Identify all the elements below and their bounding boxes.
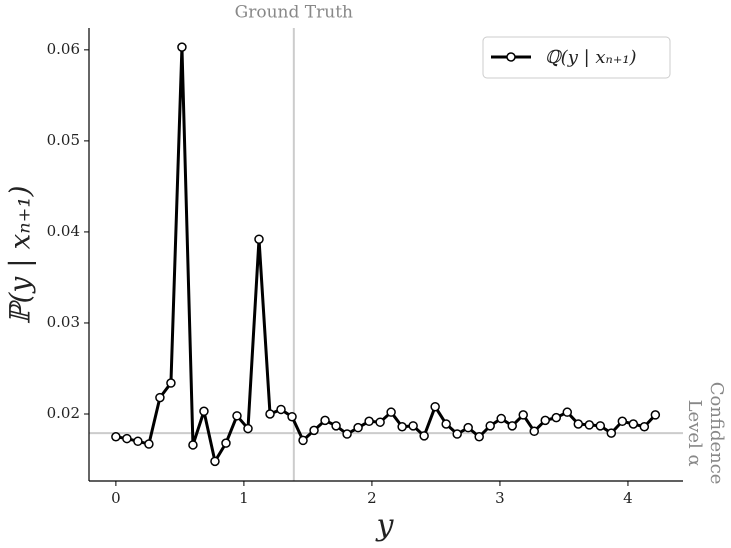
marker [628,419,639,429]
marker [529,426,539,437]
marker [298,435,308,446]
reference-label: Ground Truth [235,3,353,23]
marker [573,419,584,429]
marker [133,436,143,447]
marker [606,428,617,438]
marker [254,234,264,244]
marker [221,438,231,448]
marker [111,432,121,442]
marker [562,407,573,417]
x-axis-label: y [375,508,395,543]
x-tick-label: 4 [623,489,633,507]
legend-box [482,36,671,79]
x-tick-label: 0 [111,489,121,507]
marker [463,422,473,433]
marker [584,420,595,430]
legend-marker [506,52,516,62]
marker [617,416,628,427]
marker [408,421,418,431]
marker [397,421,407,432]
y-axis-label: ℙ(y | xₙ₊₁) [4,185,37,324]
marker [540,415,551,426]
marker [375,417,385,427]
marker [595,421,606,431]
marker [496,413,506,424]
marker [353,422,363,433]
marker [155,392,165,403]
marker [232,411,242,421]
y-tick-label: 0.02 [47,404,80,422]
marker [188,440,198,450]
marker [276,404,286,415]
marker [419,431,429,441]
marker [639,421,650,432]
x-tick-label: 2 [367,489,377,507]
marker [199,406,209,417]
marker [485,421,495,431]
marker [342,429,352,439]
y-tick-label: 0.06 [47,40,80,58]
marker [364,416,374,427]
marker [320,415,330,426]
marker [551,412,562,423]
marker [166,378,176,388]
marker [331,421,341,431]
y-tick-label: 0.03 [47,313,80,331]
marker [386,407,396,417]
marker [243,423,253,434]
legend-label: ℚ(y | xₙ₊₁) [545,47,637,68]
series-line [115,45,657,463]
y-tick-label: 0.05 [47,131,80,149]
marker [287,411,297,422]
marker [507,421,517,431]
x-tick-label: 1 [239,489,249,507]
marker [265,409,275,419]
marker [309,425,319,436]
marker [144,439,154,449]
x-tick-label: 3 [495,489,505,507]
marker [518,410,528,420]
marker [650,410,661,420]
reference-label: Confidence [706,382,727,485]
y-tick-label: 0.04 [47,222,80,240]
marker [210,456,220,467]
marker [122,433,132,444]
marker [441,419,451,429]
marker [177,42,187,52]
marker [452,429,462,439]
marker [430,401,440,412]
marker [474,432,484,442]
reference-label: Level α [684,400,705,467]
